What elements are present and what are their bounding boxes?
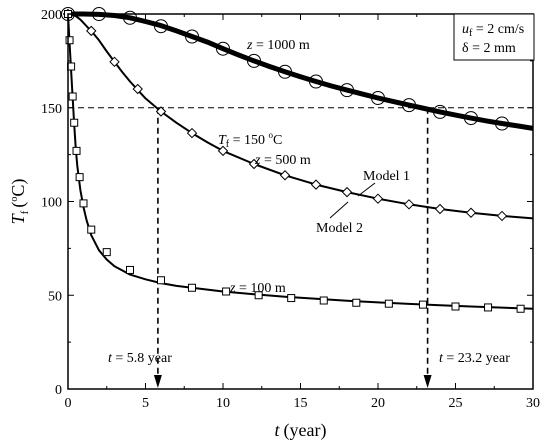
model2-label: Model 2	[316, 221, 363, 236]
y-tick-label-100: 100	[41, 196, 62, 211]
marker-diamond	[310, 179, 322, 190]
marker-square	[254, 291, 263, 300]
marker-diamond	[248, 158, 260, 170]
y-tick-label-200: 200	[41, 8, 62, 23]
marker-diamond	[109, 56, 120, 68]
series-label-z500: z = 500 m	[254, 153, 311, 168]
series-layer	[67, 11, 534, 310]
marker-circle	[278, 64, 292, 79]
marker-circle	[433, 104, 447, 119]
x-axis-unit: (year)	[284, 420, 327, 441]
y-axis-unit-open: (	[8, 202, 29, 208]
param-velocity: uf = 2 cm/s	[462, 22, 524, 39]
series-line-1	[67, 13, 534, 220]
marker-diamond	[132, 83, 143, 95]
marker-circle	[309, 74, 323, 89]
marker-square	[70, 118, 79, 127]
marker-diamond	[341, 186, 353, 198]
marker-square	[319, 296, 328, 305]
x-axis-var: t	[275, 420, 281, 440]
marker-diamond	[403, 199, 415, 210]
marker-square	[65, 36, 74, 45]
marker-square	[451, 302, 460, 311]
x-tick-label-25: 25	[449, 396, 463, 411]
marker-circle	[216, 41, 230, 56]
marker-diamond	[279, 170, 291, 181]
series-line-2	[67, 13, 534, 310]
x-tick-label-30: 30	[526, 396, 540, 411]
time-marker-arrow-1	[153, 375, 162, 388]
parameter-box: uf = 2 cm/s δ = 2 mm	[453, 13, 535, 61]
x-tick-label-20: 20	[371, 396, 385, 411]
y-axis-label: Tf (oC)	[8, 179, 31, 225]
y-axis-unit-close: C)	[8, 179, 29, 197]
marker-square	[126, 265, 134, 274]
param-thickness: δ = 2 mm	[462, 41, 516, 56]
series-label-z1000: z = 1000 m	[246, 38, 310, 53]
reference-line-label: Tf = 150 oC	[218, 130, 282, 150]
marker-square	[72, 146, 81, 155]
x-tick-label-0: 0	[65, 396, 72, 411]
y-tick-label-50: 50	[48, 289, 62, 304]
marker-square	[418, 300, 427, 309]
x-tick-label-15: 15	[294, 396, 308, 411]
x-axis-label: t (year)	[275, 420, 327, 441]
y-tick-label-150: 150	[41, 102, 62, 117]
marker-square	[516, 304, 525, 313]
x-tick-label-5: 5	[142, 396, 149, 411]
marker-square	[79, 199, 88, 208]
model2-pointer	[329, 201, 349, 219]
y-axis-var: T	[8, 212, 28, 224]
marker-square	[68, 92, 77, 101]
marker-diamond	[217, 145, 229, 157]
plot-frame	[67, 13, 534, 390]
series-label-z100: z = 100 m	[229, 281, 286, 296]
y-tick-label-0: 0	[55, 383, 62, 398]
x-tick-label-10: 10	[216, 396, 230, 411]
axes-layer: 0 5 10 15 20 25 30 0 50 100 150 200	[41, 8, 540, 411]
marker-circle	[371, 91, 385, 105]
marker-circle	[123, 10, 137, 25]
y-axis-unit-deg: o	[9, 197, 20, 202]
marker-square	[222, 287, 231, 296]
marker-circle	[464, 111, 478, 126]
marker-circle	[154, 19, 168, 34]
marker-diamond	[186, 127, 198, 139]
model1-label: Model 1	[363, 169, 410, 184]
marker-diamond	[372, 193, 384, 204]
marker-circle	[495, 116, 509, 131]
model1-pointer	[357, 182, 376, 197]
marker-square	[102, 248, 111, 257]
marker-square	[87, 225, 96, 234]
marker-diamond	[465, 207, 477, 218]
marker-square	[352, 298, 361, 307]
marker-square	[157, 276, 165, 285]
marker-square	[75, 173, 84, 182]
marker-square	[188, 283, 196, 292]
marker-circle	[185, 29, 199, 44]
marker-diamond	[155, 106, 167, 117]
marker-diamond	[434, 203, 446, 215]
marker-square	[287, 294, 296, 303]
grid-layer	[68, 107, 533, 388]
marker-square	[484, 303, 493, 312]
time-marker-arrow-2	[423, 375, 432, 388]
marker-diamond	[86, 25, 97, 37]
series-line-0	[68, 11, 534, 131]
marker-circle	[247, 53, 261, 68]
marker-square	[384, 299, 393, 308]
y-axis-sub: f	[19, 210, 31, 214]
marker-circle	[402, 98, 416, 113]
time-marker-label-2: t = 23.2 year	[439, 351, 510, 366]
marker-diamond	[496, 210, 508, 222]
time-marker-label-1: t = 5.8 year	[108, 351, 172, 366]
marker-circle	[340, 83, 354, 98]
